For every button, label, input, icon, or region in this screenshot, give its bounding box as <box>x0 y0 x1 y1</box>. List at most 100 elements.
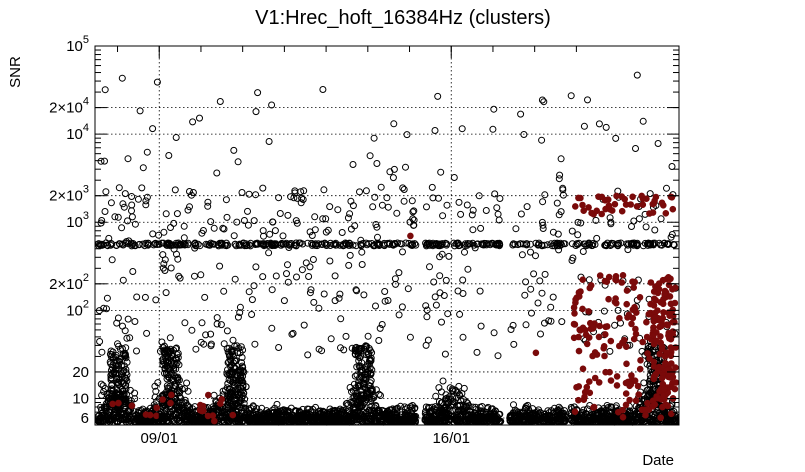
data-point <box>539 413 547 421</box>
data-point <box>112 362 120 370</box>
data-point <box>151 393 159 401</box>
data-point <box>295 413 303 420</box>
data-point <box>204 202 212 210</box>
data-point <box>455 198 463 206</box>
data-point <box>644 393 652 400</box>
data-point <box>355 357 363 365</box>
data-point <box>143 193 151 201</box>
data-point <box>197 271 205 279</box>
data-point <box>589 352 596 360</box>
data-point <box>392 280 399 288</box>
data-point <box>238 354 246 361</box>
data-point <box>260 232 267 240</box>
y-tick-label: 10 <box>72 390 89 407</box>
data-point <box>442 276 450 284</box>
data-point <box>189 405 196 413</box>
data-point <box>231 382 239 390</box>
chart-title: V1:Hrec_hoft_16384Hz (clusters) <box>255 7 551 29</box>
data-point <box>309 256 317 263</box>
data-point <box>579 276 587 284</box>
data-point <box>121 352 129 360</box>
data-point <box>607 377 615 384</box>
data-point <box>231 401 239 409</box>
data-point <box>613 382 621 389</box>
data-point <box>223 213 231 221</box>
data-point <box>540 98 548 106</box>
data-point <box>584 96 591 104</box>
data-point <box>397 411 405 419</box>
data-point <box>107 347 115 355</box>
data-point <box>342 400 350 408</box>
data-point <box>283 270 290 278</box>
data-point <box>219 407 226 415</box>
data-point <box>409 417 417 425</box>
data-point <box>644 350 651 357</box>
data-point <box>623 360 630 368</box>
data-point <box>166 334 174 342</box>
data-point <box>204 412 212 420</box>
data-point <box>195 414 203 422</box>
data-point <box>469 226 477 234</box>
data-point <box>165 152 173 159</box>
data-point <box>121 402 129 410</box>
data-point <box>134 413 141 421</box>
data-point <box>546 412 554 420</box>
data-point <box>612 295 619 302</box>
data-point <box>633 203 641 210</box>
data-point <box>596 272 604 279</box>
data-point <box>431 127 439 134</box>
data-point <box>424 336 432 344</box>
data-point <box>514 408 522 416</box>
data-point <box>437 399 445 407</box>
data-point <box>495 417 503 425</box>
data-point <box>602 123 610 131</box>
data-point <box>430 417 437 425</box>
data-point <box>640 379 648 387</box>
data-point <box>229 374 237 382</box>
data-point <box>352 413 360 421</box>
data-point <box>412 241 420 249</box>
data-point <box>522 412 530 420</box>
data-point <box>272 417 280 425</box>
data-point <box>643 318 650 326</box>
data-point <box>122 369 130 377</box>
data-point <box>575 347 583 355</box>
data-point <box>124 315 132 323</box>
data-point <box>603 323 611 330</box>
data-point <box>444 310 452 318</box>
data-point <box>136 107 144 115</box>
data-point <box>133 347 140 355</box>
data-point <box>585 276 593 284</box>
data-point <box>172 410 180 418</box>
data-point <box>115 380 123 388</box>
data-point <box>463 201 471 209</box>
data-point <box>571 408 579 416</box>
data-point <box>118 74 126 82</box>
data-point <box>229 336 237 344</box>
data-point <box>115 399 122 407</box>
data-point <box>439 410 447 418</box>
data-point <box>254 417 262 425</box>
data-point <box>628 223 635 230</box>
data-point <box>522 321 530 329</box>
data-point <box>434 92 442 100</box>
data-point <box>598 193 606 201</box>
data-point <box>639 201 647 208</box>
data-point <box>585 378 593 385</box>
data-point <box>120 362 128 370</box>
data-point <box>590 403 598 411</box>
data-point <box>585 413 593 421</box>
data-point <box>121 190 129 198</box>
data-point <box>128 402 136 410</box>
data-point <box>367 386 375 394</box>
data-point <box>123 416 131 424</box>
data-point <box>456 406 464 414</box>
data-point <box>250 282 258 290</box>
data-point <box>311 226 319 234</box>
data-point <box>217 241 225 249</box>
data-point <box>522 278 530 286</box>
x-tick-label: 09/01 <box>140 430 178 447</box>
data-point <box>353 363 361 371</box>
data-point <box>591 374 599 382</box>
data-point <box>360 291 368 299</box>
